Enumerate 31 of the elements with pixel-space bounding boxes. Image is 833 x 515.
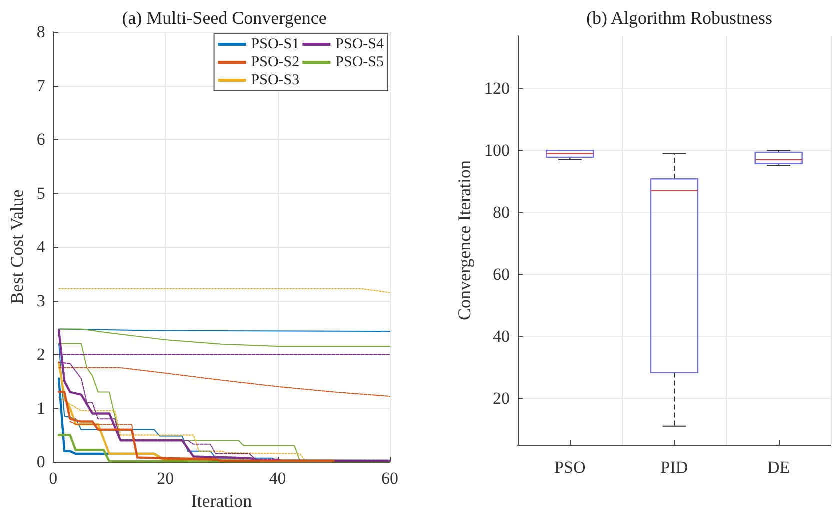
chart-title: (b) Algorithm Robustness: [586, 8, 773, 28]
legend-label: PSO-S2: [251, 54, 300, 70]
y-tick-label: 40: [493, 327, 510, 346]
legend-label: PSO-S5: [336, 54, 384, 70]
y-axis-title: Convergence Iteration: [454, 160, 475, 321]
y-tick-label: 100: [484, 141, 510, 160]
y-tick-label: 20: [493, 389, 510, 408]
y-tick-label: 8: [36, 22, 46, 42]
legend-label: PSO-S3: [251, 72, 300, 88]
y-tick-label: 1: [36, 398, 46, 418]
y-tick-label: 80: [493, 203, 510, 222]
legend-label: PSO-S4: [336, 36, 384, 52]
y-tick-label: 5: [36, 184, 46, 203]
legend-label: PSO-S1: [251, 36, 300, 52]
y-tick-label: 120: [484, 79, 510, 98]
y-tick-label: 6: [36, 130, 46, 150]
y-axis-title: Best Cost Value: [7, 190, 27, 304]
x-tick-label: 60: [382, 469, 398, 488]
x-axis-title: Iteration: [191, 491, 252, 511]
x-tick-label: PID: [660, 458, 688, 477]
x-tick-label: 0: [49, 469, 58, 488]
y-tick-label: 3: [36, 291, 46, 310]
y-tick-label: 7: [36, 76, 46, 96]
y-tick-label: 2: [36, 345, 46, 364]
x-tick-label: DE: [767, 458, 790, 477]
x-tick-label: 20: [157, 469, 174, 488]
x-tick-label: 40: [269, 469, 286, 488]
chart-title: (a) Multi-Seed Convergence: [122, 8, 327, 28]
y-tick-label: 60: [493, 265, 510, 284]
y-tick-label: 4: [36, 238, 46, 257]
x-tick-label: PSO: [554, 458, 586, 477]
